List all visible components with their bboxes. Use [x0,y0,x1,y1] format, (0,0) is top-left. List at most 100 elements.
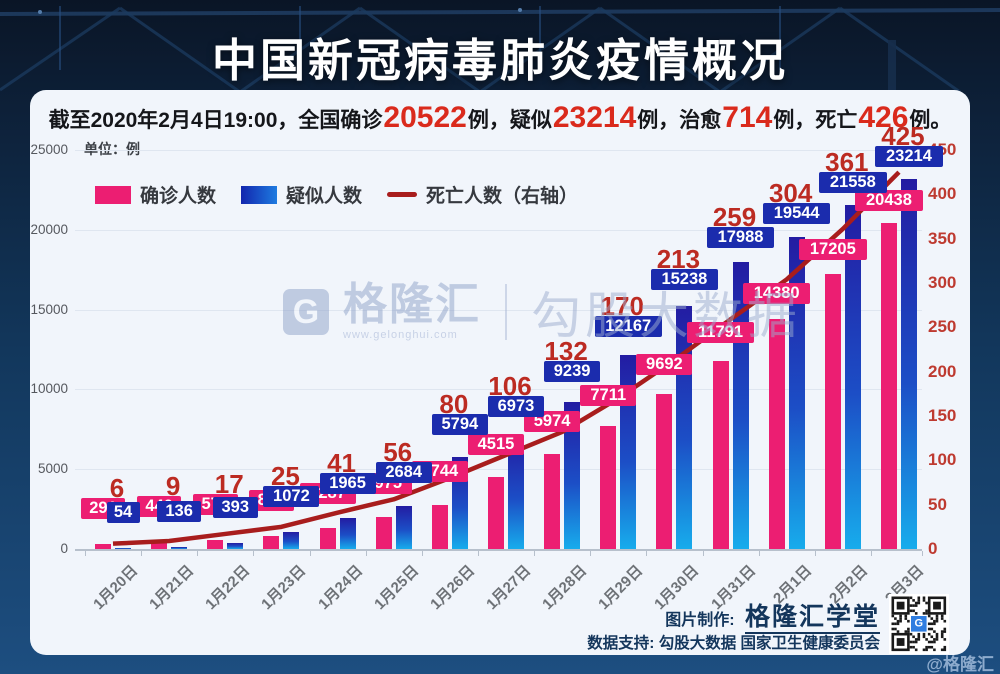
axis-tick [758,551,760,556]
bar-suspected [115,548,131,549]
subtitle-text: 例，治愈 [637,109,722,132]
gridline [75,150,922,151]
axis-tick [253,551,255,556]
bar-label-suspected: 9239 [544,361,601,383]
bar-label-confirmed: 11791 [686,322,755,344]
bar-label-suspected: 17988 [706,227,775,249]
bar-suspected [900,178,917,549]
bar-suspected [620,354,637,549]
death-label: 213 [656,244,701,275]
axis-tick [814,551,816,556]
qr-code: G [889,594,949,654]
bar-label-suspected: 136 [156,500,202,522]
death-label: 41 [327,447,357,478]
death-label: 17 [214,469,244,500]
bar-suspected [732,261,749,549]
maker-label: 图片制作: [665,612,735,629]
axis-tick [590,551,592,556]
bar-label-suspected: 12167 [594,316,662,338]
bar-suspected [395,506,412,549]
death-label: 106 [488,371,532,401]
legend-deaths-line-icon [387,192,418,197]
legend-confirmed-swatch-icon [95,185,131,204]
y-axis-label: 15000 [30,301,68,317]
y-axis-label: 20000 [30,221,68,237]
axis-tick [85,551,86,556]
chart-legend: 确诊人数 疑似人数 死亡人数（右轴） [95,181,578,208]
bar-label-suspected: 23214 [875,145,943,167]
subtitle-text: 截至2020年2月4日19:00，全国确诊 [48,109,383,132]
bar-confirmed [151,541,168,549]
legend-suspected-label: 疑似人数 [286,186,363,207]
data-support-credit: 数据支持: 勾股大数据 国家卫生健康委员会 [480,631,880,653]
support-label: 数据支持: [587,635,655,652]
maker-credit: 图片制作: 格隆汇学堂 [560,597,880,634]
y-axis-label: 10000 [30,381,68,397]
death-label: 425 [881,120,925,151]
bar-confirmed [375,517,392,549]
x-axis-baseline [75,549,922,551]
bar-label-suspected: 19544 [762,203,831,225]
death-label: 6 [109,473,125,504]
bar-confirmed [207,539,224,549]
bar-confirmed [544,453,561,549]
bar-confirmed [487,476,504,549]
bar-label-suspected: 54 [106,502,140,523]
legend-suspected-swatch-icon [241,185,278,204]
subtitle-number: 426 [858,101,909,134]
axis-tick [141,551,143,556]
right-axis-label: 400 [928,184,957,204]
page-title: 中国新冠病毒肺炎疫情概况 [211,35,788,86]
subtitle-text: 例，疑似 [467,109,552,132]
bar-label-confirmed: 9692 [636,354,693,376]
bar-suspected [171,546,188,549]
bar-confirmed [712,360,729,549]
bar-label-suspected: 15238 [650,269,719,291]
legend-confirmed-label: 确诊人数 [140,186,217,207]
legend-deaths-label: 死亡人数（右轴） [426,186,579,207]
axis-tick [702,551,704,556]
bar-confirmed [263,535,280,549]
right-axis-label: 100 [928,450,957,470]
bar-suspected [227,542,244,549]
death-label: 132 [544,336,588,367]
death-label: 9 [165,471,181,502]
bar-confirmed [824,274,841,549]
death-label: 25 [270,461,300,492]
unit-label: 单位：例 [84,141,140,157]
right-axis-label: 0 [928,539,938,558]
bar-suspected [339,517,356,549]
maker-name: 格隆汇学堂 [744,603,880,634]
axis-tick [365,551,367,556]
bar-label-suspected: 1965 [319,472,376,494]
death-label: 304 [768,178,813,209]
bar-label-suspected: 6973 [487,396,544,417]
death-label: 56 [383,436,413,467]
right-axis-label: 150 [928,406,957,425]
death-label: 80 [439,389,469,420]
y-axis-label: 25000 [30,142,68,157]
y-axis-label: 0 [60,541,68,556]
bar-label-confirmed: 20438 [855,189,923,211]
right-axis-label: 50 [928,494,947,514]
y-axis-label: 5000 [37,461,68,477]
axis-tick [197,551,199,556]
bar-label-suspected: 21558 [819,171,887,193]
bar-confirmed [319,528,336,549]
right-axis-label: 350 [928,228,957,248]
gridline [75,229,922,231]
bar-suspected [283,531,300,549]
corner-credit: @格隆汇 [926,655,994,674]
death-label: 361 [825,146,869,177]
bar-label-suspected: 5794 [431,414,488,436]
bar-label-suspected: 2684 [375,461,432,483]
bar-label-confirmed: 5974 [524,411,581,433]
axis-tick [421,551,423,556]
summary-subtitle: 截至2020年2月4日19:00，全国确诊20522例，疑似23214例，治愈7… [40,101,960,135]
bar-confirmed [95,544,111,549]
bar-label-confirmed: 17205 [799,239,867,261]
subtitle-number: 23214 [552,101,637,134]
bar-confirmed [656,394,673,549]
bar-confirmed [600,425,617,549]
